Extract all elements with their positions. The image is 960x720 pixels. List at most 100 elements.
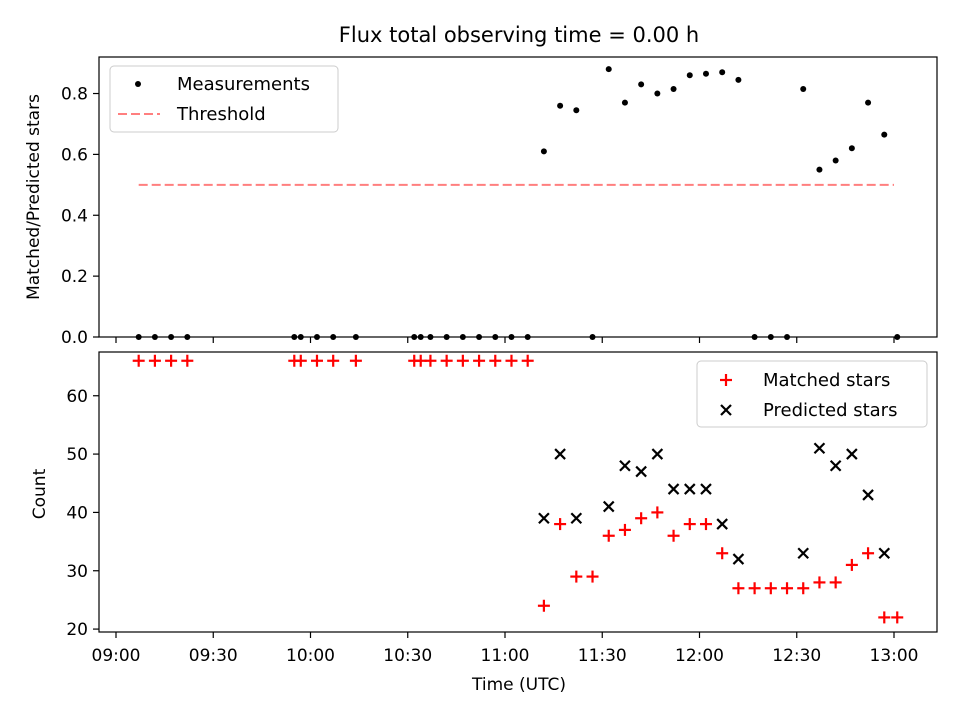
matched-star-point (781, 582, 794, 595)
matched-stars-series (132, 354, 904, 624)
matched-star-point (602, 529, 615, 542)
matched-star-point (699, 518, 712, 531)
predicted-star-point (554, 448, 566, 460)
bottom-x-tick-label: 12:00 (675, 646, 724, 666)
measurement-point (848, 145, 855, 152)
predicted-star-point (700, 483, 712, 495)
predicted-star-point (635, 465, 647, 478)
predicted-star-point (651, 448, 664, 460)
bottom-x-tick-label: 10:30 (383, 646, 432, 666)
legend-matched: Matched stars (763, 370, 890, 391)
matched-star-point (165, 354, 178, 367)
measurement-point (816, 166, 823, 173)
predicted-stars-series (538, 442, 891, 565)
matched-plus-icon (720, 374, 732, 386)
measurement-point (735, 76, 742, 83)
top-legend: Measurements Threshold (109, 65, 339, 133)
bottom-panel: 20 30 40 50 60 09:00 09:30 10:00 10:30 11:00 11:3… (30, 351, 938, 695)
matched-star-point (748, 582, 761, 595)
measurement-point (621, 99, 628, 106)
bottom-legend-box (696, 360, 928, 428)
matched-star-point (554, 518, 567, 531)
matched-star-point (829, 576, 842, 589)
bottom-y-tick-label: 20 (66, 620, 88, 640)
predicted-star-point (813, 442, 826, 455)
top-y-tick-label: 0.4 (61, 206, 88, 226)
legend-measurements: Measurements (177, 74, 310, 95)
predicted-star-point (846, 448, 858, 460)
matched-star-point (586, 570, 599, 583)
matched-star-point (635, 512, 648, 525)
bottom-x-axis: 09:00 09:30 10:00 10:30 11:00 11:30 12:00 12:30… (92, 632, 919, 666)
predicted-star-point (538, 512, 550, 525)
predicted-star-point (570, 512, 583, 525)
predicted-star-point (683, 483, 696, 495)
measurement-point (605, 66, 612, 73)
matched-star-point (505, 354, 518, 367)
matched-star-point (862, 547, 875, 560)
matched-star-point (473, 354, 486, 367)
matched-star-point (570, 570, 583, 583)
matched-star-point (667, 529, 680, 542)
measurement-point (881, 131, 888, 138)
top-legend-box (109, 65, 339, 133)
measurement-point (719, 69, 726, 76)
measurement-point (540, 148, 547, 155)
top-x-ticks (115, 337, 895, 343)
matched-star-point (521, 354, 534, 367)
measurement-point (654, 90, 661, 97)
bottom-y-axis: 20 30 40 50 60 (66, 387, 99, 640)
matched-star-point (424, 354, 437, 367)
predicted-star-point (797, 547, 810, 560)
measurements-marker-icon (135, 81, 141, 87)
predicted-star-point (602, 500, 615, 513)
matched-star-point (716, 547, 729, 560)
bottom-y-tick-label: 50 (66, 445, 88, 465)
legend-threshold: Threshold (176, 104, 266, 125)
predicted-star-point (667, 483, 680, 495)
matched-star-point (764, 582, 777, 595)
bottom-x-tick-label: 09:30 (189, 646, 238, 666)
measurement-point (670, 85, 677, 92)
bottom-y-tick-label: 60 (66, 387, 88, 407)
measurement-point (865, 99, 872, 106)
matched-star-point (845, 558, 858, 571)
measurement-point (686, 72, 693, 79)
matched-star-point (732, 582, 745, 595)
top-y-tick-label: 0.8 (61, 85, 88, 105)
matched-star-point (181, 354, 194, 367)
bottom-y-label: Count (30, 468, 50, 519)
matched-star-point (797, 582, 810, 595)
bottom-y-tick-label: 30 (66, 562, 88, 582)
predicted-star-point (732, 553, 745, 565)
matched-star-point (349, 354, 362, 367)
bottom-x-tick-label: 10:00 (286, 646, 335, 666)
matched-star-point (651, 506, 664, 519)
top-chart-title: Flux total observing time = 0.00 h (339, 23, 699, 47)
top-plot-frame (98, 56, 938, 338)
predicted-star-point (619, 459, 631, 472)
legend-predicted: Predicted stars (763, 400, 897, 421)
measurement-point (702, 70, 709, 77)
predicted-star-point (878, 547, 891, 560)
top-y-label: Matched/Predicted stars (24, 94, 44, 300)
bottom-x-tick-label: 09:00 (92, 646, 141, 666)
measurement-point (832, 157, 839, 164)
predicted-star-point (716, 518, 728, 530)
matched-star-point (327, 354, 340, 367)
matched-star-point (813, 576, 826, 589)
bottom-y-tick-label: 40 (66, 503, 88, 523)
measurement-point (638, 81, 645, 88)
bottom-x-tick-label: 11:30 (578, 646, 627, 666)
top-y-tick-label: 0.2 (61, 267, 88, 287)
bottom-x-label: Time (UTC) (471, 675, 566, 695)
bottom-x-tick-label: 11:00 (481, 646, 530, 666)
matched-star-point (537, 599, 550, 612)
predicted-star-point (862, 489, 874, 501)
matched-star-point (310, 354, 323, 367)
matched-star-point (618, 523, 631, 536)
bottom-plot-frame (98, 351, 938, 633)
bottom-x-tick-label: 13:00 (870, 646, 919, 666)
matched-star-point (489, 354, 502, 367)
measurement-point (557, 102, 564, 109)
